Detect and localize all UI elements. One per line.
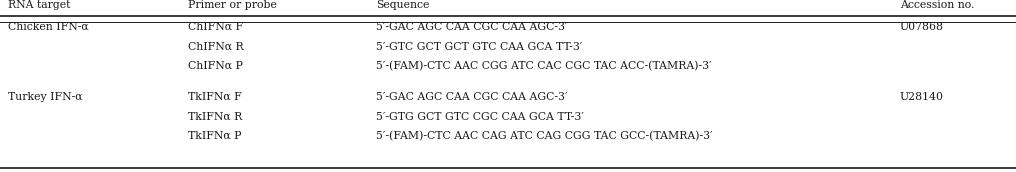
Text: 5′-(FAM)-CTC AAC CGG ATC CAC CGC TAC ACC-(TAMRA)-3′: 5′-(FAM)-CTC AAC CGG ATC CAC CGC TAC ACC…: [376, 61, 711, 71]
Text: ChIFNα F: ChIFNα F: [188, 22, 243, 32]
Text: TkIFNα F: TkIFNα F: [188, 92, 242, 102]
Text: TkIFNα R: TkIFNα R: [188, 111, 242, 121]
Text: a: a: [197, 0, 201, 1]
Text: Primer or probe: Primer or probe: [188, 0, 277, 10]
Text: ChIFNα R: ChIFNα R: [188, 41, 244, 51]
Text: Sequence: Sequence: [376, 0, 430, 10]
Text: U28140: U28140: [900, 92, 944, 102]
Text: 5′-GTG GCT GTC CGC CAA GCA TT-3′: 5′-GTG GCT GTC CGC CAA GCA TT-3′: [376, 111, 584, 121]
Text: RNA target: RNA target: [8, 0, 70, 10]
Text: Accession no.: Accession no.: [900, 0, 974, 10]
Text: Chicken IFN-α: Chicken IFN-α: [8, 22, 88, 32]
Text: 5′-GAC AGC CAA CGC CAA AGC-3′: 5′-GAC AGC CAA CGC CAA AGC-3′: [376, 22, 568, 32]
Text: TkIFNα P: TkIFNα P: [188, 131, 242, 141]
Text: ChIFNα P: ChIFNα P: [188, 61, 243, 71]
Text: Turkey IFN-α: Turkey IFN-α: [8, 92, 82, 102]
Text: 5′-(FAM)-CTC AAC CAG ATC CAG CGG TAC GCC-(TAMRA)-3′: 5′-(FAM)-CTC AAC CAG ATC CAG CGG TAC GCC…: [376, 131, 712, 141]
Text: 5′-GTC GCT GCT GTC CAA GCA TT-3′: 5′-GTC GCT GCT GTC CAA GCA TT-3′: [376, 41, 582, 51]
Text: 5′-GAC AGC CAA CGC CAA AGC-3′: 5′-GAC AGC CAA CGC CAA AGC-3′: [376, 92, 568, 102]
Text: b: b: [382, 0, 386, 1]
Text: U07868: U07868: [900, 22, 944, 32]
Text: c: c: [907, 0, 911, 1]
